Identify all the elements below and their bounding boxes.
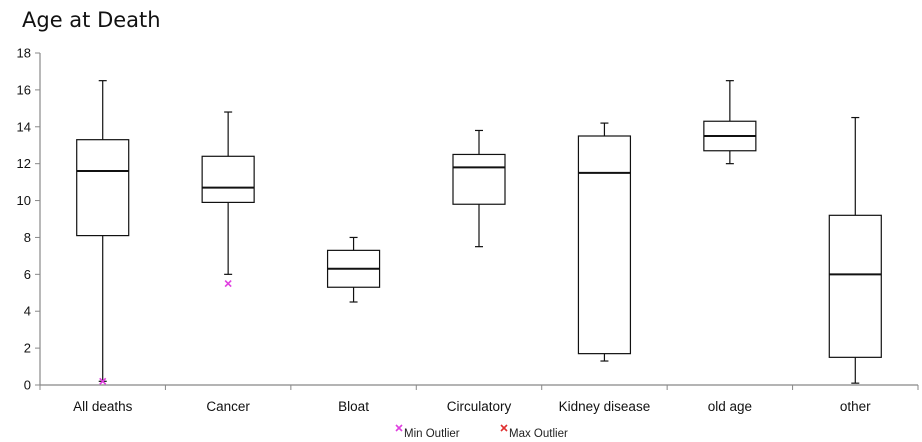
x-category-label-all-deaths: All deaths: [73, 399, 133, 414]
box-all-deaths: [76, 139, 130, 237]
legend-label-min-outlier: Min Outlier: [404, 428, 460, 440]
y-tick-label-16: 16: [17, 82, 31, 97]
min-outlier-cancer: [224, 279, 232, 288]
y-tick-label-2: 2: [24, 341, 31, 356]
chart-title: Age at Death: [22, 8, 161, 32]
x-category-label-cancer: Cancer: [206, 399, 250, 414]
legend-marker-min-outlier: [395, 424, 403, 432]
y-tick-label-6: 6: [24, 267, 31, 282]
x-category-label-other: other: [840, 399, 871, 414]
legend-marker-max-outlier: [500, 424, 508, 432]
box-cancer: [201, 155, 255, 204]
x-category-label-bloat: Bloat: [338, 399, 369, 414]
x-category-label-circulatory: Circulatory: [447, 399, 512, 414]
legend-label-max-outlier: Max Outlier: [509, 428, 568, 440]
y-tick-label-14: 14: [17, 119, 31, 134]
y-tick-label-8: 8: [24, 230, 31, 245]
y-tick-label-10: 10: [17, 193, 31, 208]
y-tick-label-18: 18: [17, 46, 31, 61]
min-outlier-all-deaths: [99, 377, 107, 385]
y-tick-label-0: 0: [24, 378, 31, 393]
box-kidney-disease: [577, 135, 632, 355]
x-category-label-old-age: old age: [708, 399, 752, 414]
y-tick-label-12: 12: [17, 156, 31, 171]
x-category-label-kidney-disease: Kidney disease: [559, 399, 651, 414]
box-circulatory: [452, 153, 506, 205]
y-tick-label-4: 4: [24, 304, 31, 319]
box-other: [828, 214, 882, 358]
